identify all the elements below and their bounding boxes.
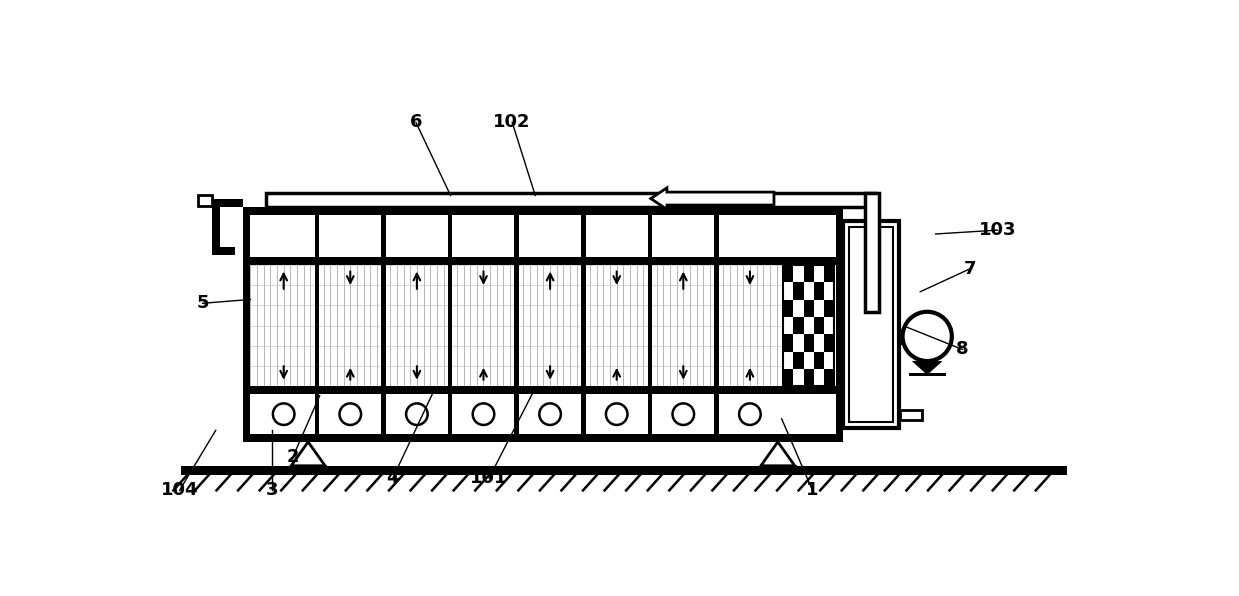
Bar xyxy=(783,369,793,386)
Bar xyxy=(814,352,824,369)
Bar xyxy=(804,334,814,352)
Text: 3: 3 xyxy=(265,482,279,499)
Circle shape xyxy=(273,403,295,425)
Circle shape xyxy=(473,403,494,425)
Bar xyxy=(824,334,834,352)
Bar xyxy=(908,372,945,377)
Bar xyxy=(824,300,834,317)
Text: 4: 4 xyxy=(387,469,399,487)
Text: 7: 7 xyxy=(964,260,976,278)
Bar xyxy=(783,265,793,282)
Circle shape xyxy=(902,312,952,361)
Bar xyxy=(783,265,834,386)
Bar xyxy=(243,207,844,215)
Bar xyxy=(793,282,804,300)
Text: 5: 5 xyxy=(197,294,209,312)
Circle shape xyxy=(339,403,361,425)
Bar xyxy=(901,409,922,420)
Bar xyxy=(804,300,814,317)
Bar xyxy=(835,207,844,442)
Bar xyxy=(824,369,834,386)
Bar xyxy=(648,215,652,434)
Bar xyxy=(898,330,902,343)
Bar xyxy=(715,215,719,434)
Bar xyxy=(804,369,814,386)
Bar xyxy=(865,193,878,312)
Text: 8: 8 xyxy=(957,340,969,358)
Bar xyxy=(793,317,804,334)
Circle shape xyxy=(406,403,427,425)
Bar xyxy=(844,221,898,428)
Bar xyxy=(783,334,793,352)
Bar xyxy=(212,199,219,215)
Bar xyxy=(198,195,212,206)
Circle shape xyxy=(539,403,561,425)
Bar xyxy=(243,434,844,442)
Polygon shape xyxy=(650,188,774,209)
Bar xyxy=(814,282,824,300)
Bar xyxy=(315,215,320,434)
Bar xyxy=(514,215,519,434)
Bar xyxy=(212,199,243,207)
Bar xyxy=(250,386,835,394)
Bar xyxy=(266,193,875,207)
Text: 2: 2 xyxy=(286,448,299,466)
Text: 101: 101 xyxy=(471,469,508,487)
Circle shape xyxy=(673,403,694,425)
Bar xyxy=(250,215,835,434)
Bar xyxy=(243,207,250,442)
Bar xyxy=(212,215,219,253)
Bar xyxy=(793,352,804,369)
Bar xyxy=(447,215,452,434)
Text: 103: 103 xyxy=(979,221,1016,239)
Circle shape xyxy=(606,403,627,425)
Bar xyxy=(814,317,824,334)
Bar xyxy=(212,247,235,254)
Text: 6: 6 xyxy=(410,113,422,131)
Bar xyxy=(581,215,586,434)
Bar xyxy=(181,465,1067,475)
Bar xyxy=(824,265,834,282)
Circle shape xyxy=(740,403,761,425)
Bar xyxy=(250,257,835,265)
Polygon shape xyxy=(912,361,943,375)
Bar xyxy=(850,227,892,422)
Bar xyxy=(783,300,793,317)
Text: 1: 1 xyxy=(807,482,819,499)
Bar xyxy=(804,265,814,282)
Text: 104: 104 xyxy=(161,482,198,499)
Text: 102: 102 xyxy=(493,113,532,131)
Bar xyxy=(382,215,385,434)
